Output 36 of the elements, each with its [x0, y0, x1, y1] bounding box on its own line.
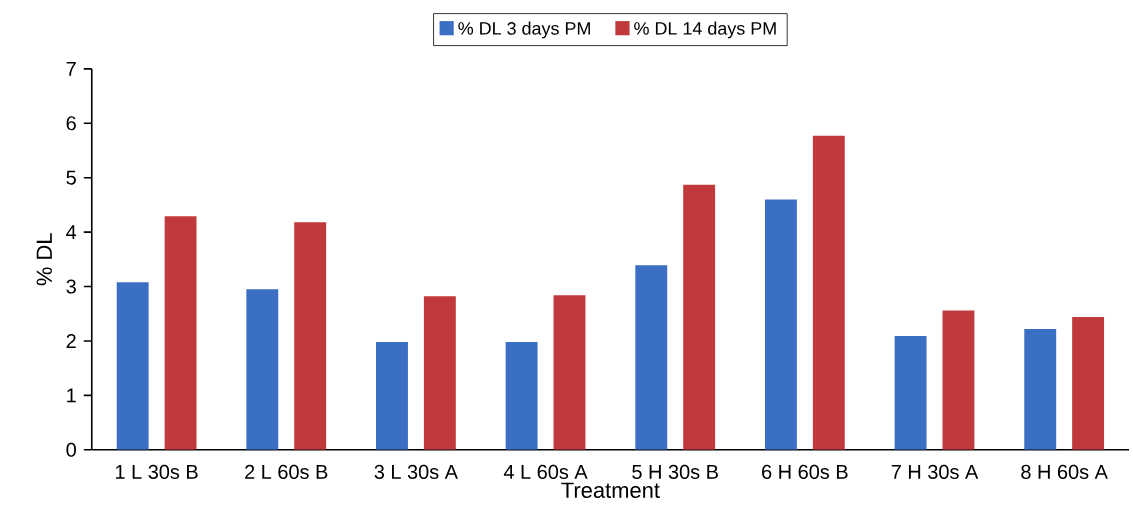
bar [505, 342, 538, 451]
bar [942, 310, 975, 451]
x-tick-label: 2 L 60s B [245, 465, 328, 480]
bar [294, 222, 327, 451]
bar [553, 295, 586, 451]
y-tick-label: 3 [66, 279, 76, 294]
bar [423, 296, 456, 451]
legend-label: % DL 3 days PM [458, 21, 590, 39]
y-tick-label: 5 [66, 170, 76, 185]
x-tick-label: 6 H 60s B [762, 465, 848, 480]
bar [246, 289, 279, 451]
y-axis-title: % DL [36, 233, 52, 286]
x-axis-title: Treatment [561, 482, 660, 499]
x-tick-label: 4 L 60s A [503, 465, 588, 480]
x-tick-label: 1 L 30s B [115, 465, 198, 480]
bar [1072, 317, 1105, 451]
legend-label: % DL 14 days PM [634, 21, 776, 39]
bar [764, 199, 797, 451]
y-tick-label: 0 [66, 442, 76, 458]
bar [116, 282, 149, 451]
x-tick-label: 5 H 30s B [632, 465, 718, 480]
x-tick-label: 7 H 30s A [891, 465, 979, 480]
bar [164, 216, 197, 451]
bar [812, 135, 845, 451]
bar [635, 265, 668, 451]
bar [894, 336, 927, 451]
y-tick-label: 6 [66, 116, 76, 131]
y-tick-label: 2 [66, 334, 76, 349]
y-tick-label: 4 [66, 225, 77, 240]
bar [1024, 329, 1057, 451]
bar [376, 342, 408, 451]
y-tick-label: 7 [66, 62, 76, 76]
bar [683, 184, 716, 451]
x-tick-label: 8 H 60s A [1021, 465, 1108, 480]
x-tick-label: 3 L 30s A [374, 465, 458, 480]
y-tick-label: 1 [67, 388, 76, 403]
